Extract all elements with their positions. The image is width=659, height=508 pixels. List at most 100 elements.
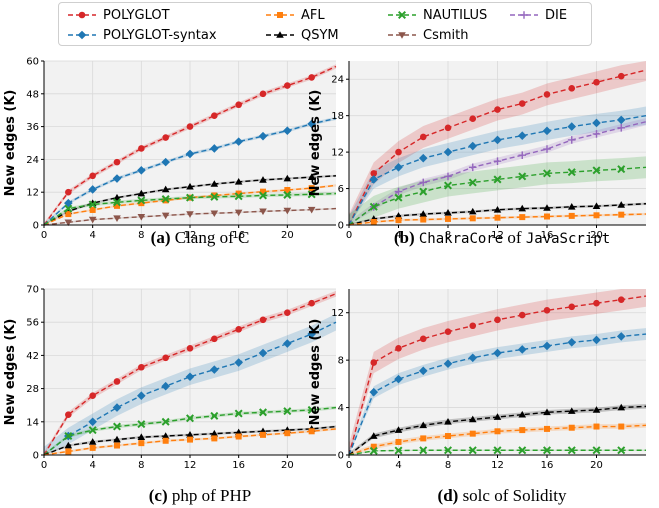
point-nautilus: [518, 446, 527, 455]
point-die: [592, 130, 601, 138]
point-polyglot: [113, 378, 121, 385]
point-afl: [544, 425, 550, 432]
point-polyglot-syntax: [443, 147, 453, 157]
x-tick-label: 20: [590, 230, 603, 241]
point-csmith: [210, 210, 219, 218]
point-nautilus: [518, 172, 527, 181]
point-nautilus: [394, 193, 403, 202]
point-afl: [114, 442, 120, 449]
y-tick-label: 24: [331, 75, 344, 86]
point-polyglot: [494, 316, 501, 324]
point-afl: [138, 200, 145, 207]
point-csmith: [307, 206, 316, 214]
caption-c: (c) php of PHP: [60, 486, 340, 506]
point-polyglot-syntax: [517, 131, 527, 141]
point-csmith: [259, 208, 267, 216]
point-polyglot: [444, 124, 452, 132]
caption-label: (c): [148, 486, 168, 505]
x-tick-label: 16: [232, 460, 245, 471]
point-nautilus: [88, 200, 97, 209]
point-nautilus: [137, 420, 146, 429]
point-qsym: [518, 410, 527, 418]
point-polyglot-syntax: [493, 135, 502, 145]
point-afl: [519, 427, 526, 434]
point-afl: [420, 435, 427, 442]
point-afl: [284, 187, 291, 194]
point-afl: [284, 430, 291, 437]
point-polyglot: [113, 158, 121, 166]
point-polyglot: [211, 112, 218, 119]
point-afl: [65, 448, 72, 455]
point-polyglot: [469, 322, 477, 330]
caption-text: JavaScript: [525, 231, 611, 247]
point-qsym: [617, 403, 626, 411]
x-tick-label: 0: [346, 460, 352, 471]
point-afl: [593, 212, 600, 219]
point-polyglot: [284, 82, 291, 89]
caption-label: (b): [393, 228, 415, 247]
y-axis-label: New edges (K): [3, 319, 18, 426]
point-qsym: [113, 193, 121, 201]
y-tick-label: 8: [338, 356, 344, 367]
point-polyglot: [617, 72, 625, 80]
point-csmith: [88, 216, 97, 224]
point-polyglot: [568, 85, 576, 92]
point-csmith: [113, 215, 121, 222]
point-polyglot: [617, 296, 625, 303]
point-nautilus: [542, 446, 552, 455]
point-afl: [370, 218, 377, 225]
y-axis-label: New edges (K): [3, 90, 18, 197]
point-polyglot: [235, 101, 242, 109]
point-qsym: [444, 418, 452, 425]
y-tick-label: 12: [26, 188, 39, 199]
caption-text: php of PHP: [167, 486, 252, 505]
point-die: [543, 145, 551, 153]
point-polyglot: [543, 307, 551, 314]
point-polyglot: [370, 359, 378, 366]
point-polyglot: [444, 328, 452, 335]
legend-marker: [277, 12, 283, 18]
point-polyglot-syntax: [542, 341, 552, 351]
point-polyglot: [395, 148, 402, 156]
point-qsym: [88, 438, 97, 445]
legend-label: NAUTILUS: [423, 7, 488, 23]
x-tick-label: 12: [184, 460, 197, 471]
y-axis-label: New edges (K): [308, 319, 323, 426]
point-csmith: [64, 219, 73, 227]
point-polyglot-syntax: [517, 345, 527, 354]
point-polyglot-syntax: [161, 381, 170, 391]
point-polyglot: [89, 392, 96, 400]
point-nautilus: [283, 190, 292, 199]
caption-text: Clang of C: [170, 228, 250, 247]
point-die: [518, 151, 527, 159]
point-qsym: [617, 201, 626, 208]
x-tick-label: 0: [41, 230, 47, 241]
point-die: [444, 172, 452, 181]
x-tick-label: 12: [184, 230, 197, 241]
point-qsym: [259, 176, 267, 183]
x-tick-label: 8: [445, 230, 451, 241]
point-polyglot: [395, 344, 402, 352]
point-polyglot: [518, 311, 526, 319]
y-tick-label: 56: [26, 318, 39, 329]
point-qsym: [186, 182, 194, 190]
point-afl: [370, 443, 377, 450]
legend-swatch-polyglot-syntax: [68, 30, 96, 40]
point-afl: [568, 212, 575, 219]
legend-item-qsym: QSYM: [265, 25, 339, 45]
point-die: [419, 178, 428, 187]
point-polyglot-syntax: [567, 122, 577, 131]
x-tick-label: 4: [395, 460, 401, 471]
point-polyglot-syntax: [185, 372, 195, 382]
x-tick-label: 4: [395, 230, 401, 241]
point-afl: [114, 202, 120, 209]
legend-label: DIE: [545, 7, 568, 23]
x-tick-label: 4: [89, 460, 95, 471]
y-tick-label: 0: [33, 221, 39, 232]
point-afl: [260, 431, 266, 438]
point-polyglot-syntax: [468, 141, 478, 151]
point-polyglot-syntax: [369, 387, 379, 397]
point-polyglot-syntax: [567, 338, 577, 347]
point-polyglot: [518, 100, 526, 107]
point-nautilus: [493, 446, 502, 455]
